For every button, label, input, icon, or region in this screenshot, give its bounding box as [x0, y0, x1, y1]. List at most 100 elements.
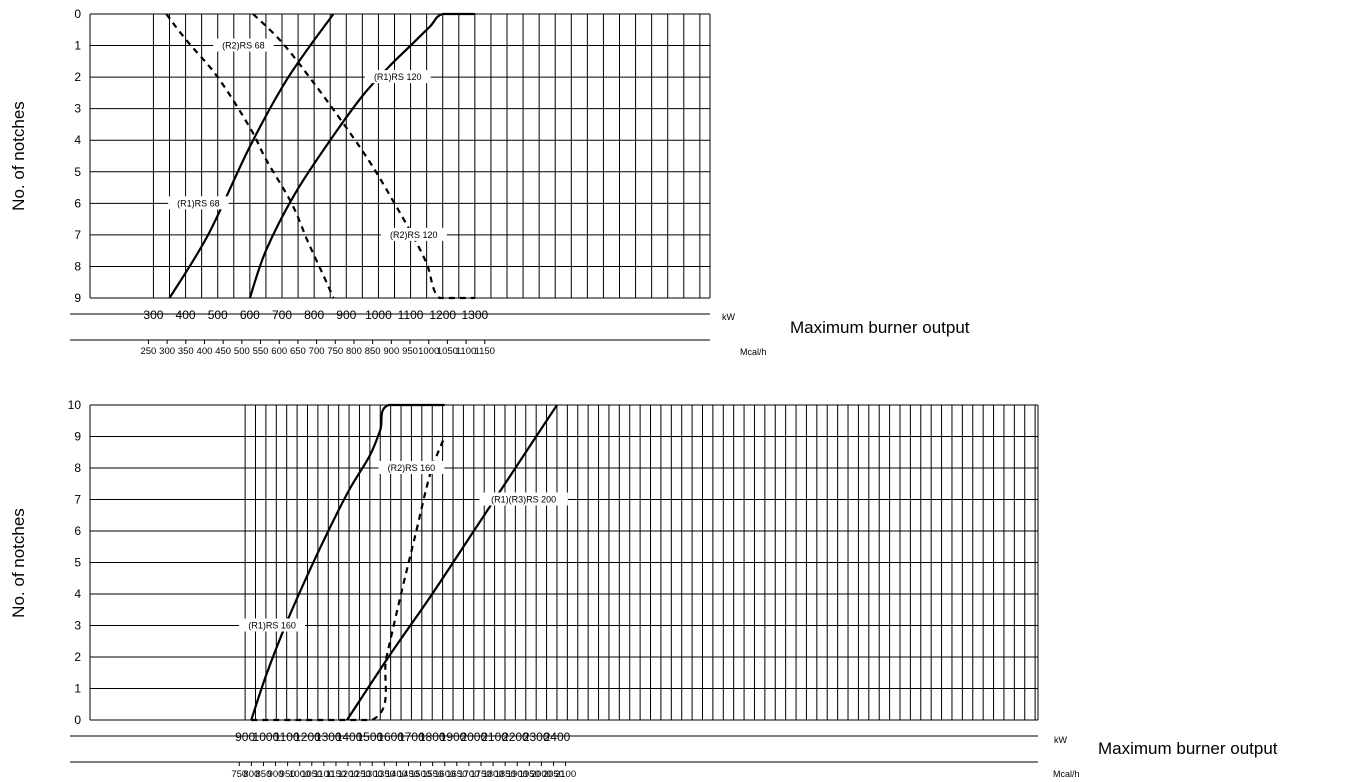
y-tick-label: 0	[74, 713, 81, 727]
kw-tick-label: 800	[304, 308, 324, 322]
mcal-tick-label: 2000	[531, 769, 552, 780]
kw-tick-label: 1200	[429, 308, 456, 322]
mcal-tick-label: 1250	[350, 769, 371, 780]
kw-tick-label: 1300	[462, 308, 489, 322]
y-tick-label: 5	[74, 165, 81, 179]
mcal-tick-label: 700	[309, 346, 325, 357]
kw-unit-label: kW	[1054, 735, 1068, 745]
y-tick-label: 1	[74, 682, 81, 696]
kw-tick-label: 600	[240, 308, 260, 322]
kw-tick-label: 1500	[356, 730, 383, 744]
kw-tick-label: 1000	[365, 308, 392, 322]
mcal-tick-label: 2100	[555, 769, 576, 780]
mcal-tick-label: 850	[256, 769, 272, 780]
kw-tick-label: 2400	[544, 730, 571, 744]
mcal-tick-label: 900	[383, 346, 399, 357]
y-tick-label: 0	[74, 7, 81, 21]
series-2-1-line	[250, 403, 445, 721]
mcal-tick-label: 1050	[437, 346, 458, 357]
y-tick-label: 10	[68, 398, 82, 412]
mcal-tick-label: 1000	[289, 769, 310, 780]
mcal-tick-label: 400	[197, 346, 213, 357]
mcal-tick-label: 250	[140, 346, 156, 357]
curve-label-bg	[479, 492, 568, 506]
series-1-2-line	[165, 13, 335, 299]
kw-tick-label: 900	[336, 308, 356, 322]
mcal-tick-label: 1850	[495, 769, 516, 780]
y-tick-label: 7	[74, 228, 81, 242]
mcal-tick-label: 1500	[410, 769, 431, 780]
mcal-tick-label: 1050	[301, 769, 322, 780]
kw-tick-label: 1100	[274, 730, 300, 744]
mcal-tick-label: 750	[231, 769, 247, 780]
mcal-tick-label: 1650	[446, 769, 467, 780]
y-tick-label: 4	[74, 587, 81, 601]
curve-label-bg	[239, 618, 306, 632]
curve-label: (R2)RS 120	[390, 230, 438, 240]
y-tick-label: 6	[74, 196, 81, 210]
mcal-tick-label: 350	[178, 346, 194, 357]
kw-unit-label: kW	[722, 312, 736, 322]
kw-tick-label: 1400	[336, 730, 363, 744]
mcal-tick-label: 1600	[434, 769, 455, 780]
mcal-tick-label: 1950	[519, 769, 540, 780]
x-axis-title: Maximum burner output	[1098, 739, 1278, 758]
curve-label: (R1)RS 120	[374, 72, 422, 82]
mcal-tick-label: 550	[253, 346, 269, 357]
y-tick-label: 3	[74, 619, 81, 633]
mcal-tick-label: 2050	[543, 769, 564, 780]
chart-2: 0123456789109001000110012001300140015001…	[9, 398, 1278, 780]
y-tick-label: 8	[74, 259, 81, 273]
mcal-tick-label: 1100	[456, 346, 476, 357]
mcal-tick-label: 1150	[326, 769, 346, 780]
mcal-tick-label: 1900	[507, 769, 528, 780]
series-1-1-line	[168, 13, 335, 299]
curve-label-bg	[380, 227, 447, 241]
mcal-tick-label: 300	[159, 346, 175, 357]
y-tick-label: 9	[74, 291, 81, 305]
mcal-tick-label: 1200	[337, 769, 358, 780]
kw-tick-label: 1900	[440, 730, 467, 744]
kw-tick-label: 1000	[253, 730, 280, 744]
mcal-tick-label: 1300	[362, 769, 383, 780]
kw-tick-label: 900	[235, 730, 255, 744]
curve-label: (R1)(R3)RS 200	[491, 495, 556, 505]
series-2-2-line	[251, 436, 446, 722]
mcal-unit-label: Mcal/h	[1053, 769, 1080, 779]
y-tick-label: 2	[74, 650, 81, 664]
mcal-tick-label: 500	[234, 346, 250, 357]
kw-tick-label: 2000	[460, 730, 487, 744]
curve-label-bg	[364, 70, 431, 84]
kw-tick-label: 1300	[315, 730, 342, 744]
y-tick-label: 4	[74, 133, 81, 147]
mcal-tick-label: 1150	[475, 346, 495, 357]
y-tick-label: 7	[74, 493, 81, 507]
curve-label-bg	[378, 461, 445, 474]
mcal-tick-label: 1700	[458, 769, 479, 780]
curve-label-bg	[168, 196, 229, 210]
mcal-unit-label: Mcal/h	[740, 347, 767, 357]
series-1-3-line	[248, 12, 475, 299]
mcal-tick-label: 1000	[418, 346, 439, 357]
mcal-tick-label: 1400	[386, 769, 407, 780]
mcal-tick-label: 1450	[398, 769, 419, 780]
y-tick-label: 9	[74, 430, 81, 444]
kw-tick-label: 1100	[398, 308, 424, 322]
mcal-tick-label: 800	[243, 769, 259, 780]
x-axis-title: Maximum burner output	[790, 318, 970, 337]
mcal-tick-label: 850	[365, 346, 381, 357]
mcal-tick-label: 950	[402, 346, 418, 357]
kw-tick-label: 2100	[481, 730, 508, 744]
kw-tick-label: 1800	[419, 730, 446, 744]
mcal-tick-label: 800	[346, 346, 362, 357]
kw-tick-label: 1700	[398, 730, 425, 744]
mcal-tick-label: 900	[268, 769, 284, 780]
y-tick-label: 2	[74, 70, 81, 84]
kw-tick-label: 500	[208, 308, 228, 322]
kw-tick-label: 1200	[294, 730, 321, 744]
y-tick-label: 5	[74, 556, 81, 570]
kw-tick-label: 400	[176, 308, 196, 322]
kw-tick-label: 300	[143, 308, 163, 322]
